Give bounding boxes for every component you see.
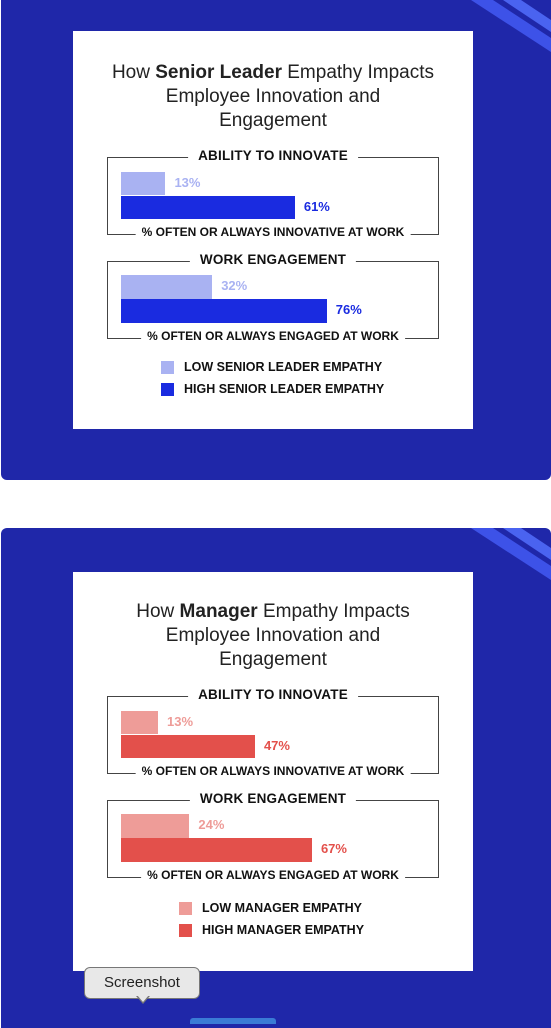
legend-item-high: HIGH MANAGER EMPATHY <box>179 923 364 937</box>
bar-low-innovate <box>121 711 159 734</box>
legend-swatch-high <box>161 382 174 396</box>
chart-card: How Senior Leader Empathy Impacts Employ… <box>73 31 473 429</box>
manager-infographic-panel: How Manager Empathy Impacts Employee Inn… <box>1 528 551 1028</box>
value-high-innovate: 61% <box>303 199 330 214</box>
group-label: WORK ENGAGEMENT <box>189 791 357 806</box>
bar-high-engagement <box>121 838 312 862</box>
group-footer: % OFTEN OR ALWAYS ENGAGED AT WORK <box>141 329 405 343</box>
legend-label-high: HIGH MANAGER EMPATHY <box>202 923 365 937</box>
value-low-engagement: 32% <box>221 278 248 293</box>
bar-high-innovate <box>121 196 295 219</box>
group-footer: % OFTEN OR ALWAYS INNOVATIVE AT WORK <box>135 764 411 778</box>
legend-label-low: LOW SENIOR LEADER EMPATHY <box>184 360 383 374</box>
senior-leader-infographic-panel: How Senior Leader Empathy Impacts Employ… <box>1 0 551 480</box>
value-low-innovate: 13% <box>167 714 194 729</box>
legend-item-low: LOW SENIOR LEADER EMPATHY <box>161 360 382 374</box>
bar-low-engagement <box>121 814 190 838</box>
legend-label-low: LOW MANAGER EMPATHY <box>202 901 362 915</box>
bar-high-engagement <box>121 299 327 323</box>
group-box-engagement: WORK ENGAGEMENT 24% 67% % OFTEN OR ALWAY… <box>107 791 439 882</box>
value-low-innovate: 13% <box>174 175 201 190</box>
bar-low-engagement <box>121 275 213 299</box>
screenshot-tooltip[interactable]: Screenshot <box>84 967 200 999</box>
group-footer: % OFTEN OR ALWAYS INNOVATIVE AT WORK <box>135 225 411 239</box>
chart-card: How Manager Empathy Impacts Employee Inn… <box>73 572 473 971</box>
legend-swatch-low <box>161 360 174 374</box>
group-footer: % OFTEN OR ALWAYS ENGAGED AT WORK <box>141 868 405 882</box>
chart-title: How Senior Leader Empathy Impacts Employ… <box>111 62 435 131</box>
value-high-engagement: 67% <box>320 841 347 856</box>
value-high-innovate: 47% <box>263 738 290 753</box>
chart-title: How Manager Empathy Impacts Employee Inn… <box>136 601 410 670</box>
legend-item-high: HIGH SENIOR LEADER EMPATHY <box>161 382 384 396</box>
group-box-engagement: WORK ENGAGEMENT 32% 76% % OFTEN OR ALWAY… <box>107 252 439 343</box>
decorative-stripes <box>471 528 551 580</box>
tooltip-tail-inner <box>137 995 149 1002</box>
decorative-stripes <box>471 0 551 52</box>
group-label: WORK ENGAGEMENT <box>189 252 357 267</box>
group-label: ABILITY TO INNOVATE <box>188 687 358 702</box>
bar-high-innovate <box>121 735 255 758</box>
legend-label-high: HIGH SENIOR LEADER EMPATHY <box>184 382 385 396</box>
group-box-innovate: ABILITY TO INNOVATE 13% 61% % OFTEN OR A… <box>107 148 439 239</box>
value-low-engagement: 24% <box>198 817 225 832</box>
legend-item-low: LOW MANAGER EMPATHY <box>179 901 362 915</box>
group-box-innovate: ABILITY TO INNOVATE 13% 47% % OFTEN OR A… <box>107 687 439 778</box>
legend-swatch-low <box>179 901 192 915</box>
legend-swatch-high <box>179 923 192 937</box>
bottom-toolbar-edge <box>190 1018 276 1024</box>
value-high-engagement: 76% <box>335 302 362 317</box>
bar-low-innovate <box>121 172 166 195</box>
group-label: ABILITY TO INNOVATE <box>188 148 358 163</box>
